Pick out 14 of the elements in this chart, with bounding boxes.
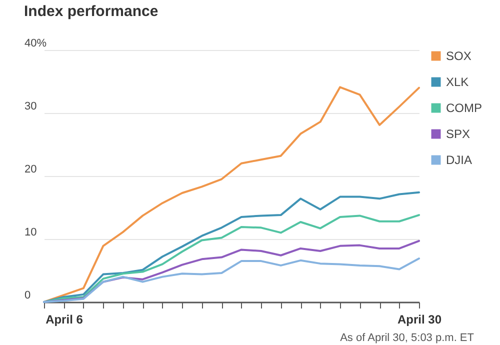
y-tick-label: 0 [24,290,31,302]
y-tick-label: 40% [24,38,47,50]
y-tick-label: 30 [24,100,37,112]
legend-label: COMP [446,101,482,115]
legend-label: XLK [446,75,469,89]
legend-label: DJIA [446,153,472,167]
x-tick-label: April 30 [397,312,442,326]
text: As of April 30, 5:03 p.m. ET [340,332,474,344]
chart-title: Index performance [24,3,158,20]
y-tick-label: 20 [24,164,37,176]
legend-label: SOX [446,49,472,63]
x-tick-label: April 6 [46,312,84,326]
y-tick-label: 10 [24,226,37,238]
legend-label: SPX [446,127,470,141]
